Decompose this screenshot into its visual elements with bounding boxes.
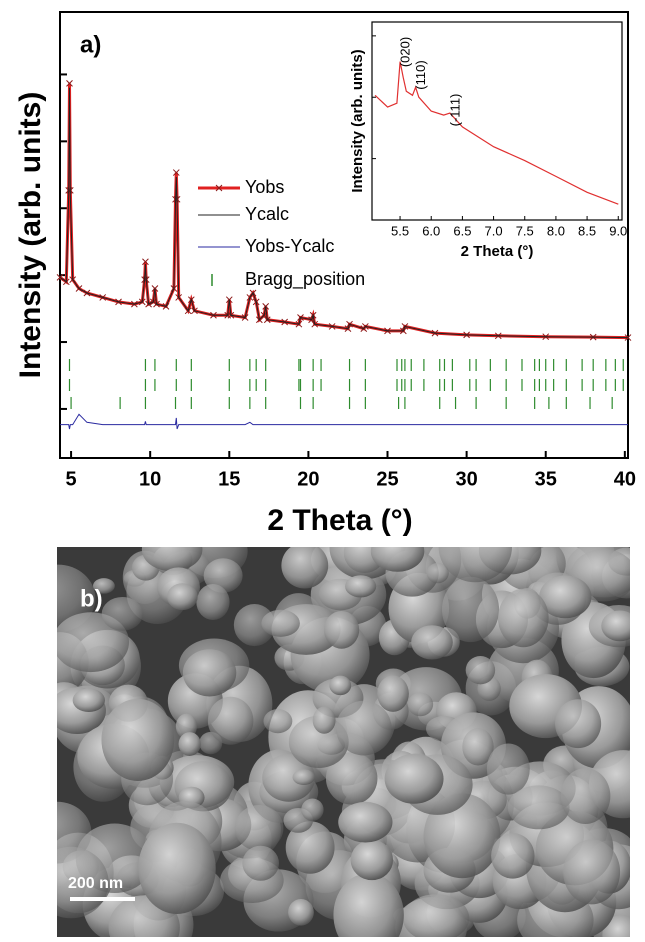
inset-frame: [371, 21, 623, 221]
grain: [178, 732, 201, 756]
data-line: [60, 413, 628, 430]
x-tick-label: 6.5: [453, 223, 471, 238]
x-tick-label: 5.5: [391, 223, 409, 238]
grain: [292, 769, 315, 786]
grain: [166, 583, 198, 611]
grain: [338, 801, 393, 843]
marker: [66, 80, 73, 87]
grain: [141, 547, 203, 572]
grain: [93, 578, 115, 594]
grain: [323, 610, 360, 649]
inset-x-label: 2 Theta (°): [461, 243, 534, 260]
grain: [281, 547, 329, 589]
x-tick-label: 7.5: [516, 223, 534, 238]
legend-label: Bragg_position: [245, 269, 365, 290]
x-tick-label: 6.0: [422, 223, 440, 238]
marker: [172, 169, 180, 176]
grain: [234, 804, 284, 851]
grain: [402, 894, 470, 937]
inset-y-label: Intensity (arb. units): [349, 49, 366, 192]
grain: [563, 839, 621, 905]
x-axis-label: 2 Theta (°): [267, 504, 412, 537]
legend-label: Yobs: [245, 177, 284, 197]
grain: [138, 822, 216, 914]
grain: [288, 715, 349, 769]
grain: [407, 692, 434, 717]
data-line: [374, 61, 619, 205]
x-tick-label: 25: [376, 468, 398, 490]
grain: [345, 575, 377, 598]
data-line: [59, 87, 629, 339]
legend-label: Yobs-Ycalc: [245, 236, 334, 256]
scale-bar-label: 200 nm: [68, 875, 123, 892]
grain: [72, 688, 105, 713]
main-frame: [59, 11, 629, 459]
sem-image: [57, 547, 630, 937]
x-tick-label: 20: [297, 468, 319, 490]
grain: [196, 584, 230, 621]
x-tick-label: 8.5: [578, 223, 596, 238]
x-tick-label: 8.0: [547, 223, 565, 238]
grain: [441, 576, 500, 643]
grain: [242, 845, 279, 881]
grain: [261, 609, 300, 637]
y-axis-label: Intensity (arb. units): [14, 92, 47, 379]
annotation: (110): [413, 60, 428, 89]
grain: [462, 728, 494, 766]
grain: [438, 547, 512, 583]
x-tick-label: 5: [66, 468, 77, 490]
grain: [233, 604, 276, 647]
grain: [384, 753, 444, 804]
grain: [539, 575, 592, 619]
grain: [301, 798, 324, 821]
grain: [486, 743, 530, 795]
legend-label: Ycalc: [245, 204, 289, 224]
annotation: (020): [397, 37, 412, 67]
grain: [101, 597, 143, 631]
grain: [329, 675, 352, 696]
annotation: (-111): [447, 94, 462, 127]
panel-label: b): [80, 585, 103, 612]
grain: [555, 699, 602, 749]
x-tick-label: 30: [455, 468, 477, 490]
x-tick-label: 15: [218, 468, 240, 490]
grain: [312, 706, 336, 734]
grain: [370, 547, 425, 572]
x-tick-label: 7.0: [485, 223, 503, 238]
panel-label: a): [80, 31, 101, 58]
grain: [560, 768, 611, 824]
grain: [262, 754, 316, 802]
grain: [411, 625, 453, 660]
grain: [285, 821, 335, 874]
grain: [426, 562, 449, 584]
x-tick-label: 10: [139, 468, 161, 490]
x-tick-label: 40: [614, 468, 636, 490]
grain: [498, 588, 549, 648]
grain: [377, 675, 409, 712]
grain: [325, 752, 378, 805]
grain: [182, 649, 237, 697]
x-tick-label: 35: [535, 468, 557, 490]
grain: [101, 698, 175, 781]
legend-marker: [215, 184, 223, 192]
grain: [333, 873, 404, 937]
grain: [288, 899, 314, 926]
x-tick-label: 9.0: [609, 223, 627, 238]
grain: [335, 700, 392, 756]
marker: [142, 258, 149, 266]
grain: [465, 655, 496, 685]
grain: [207, 696, 254, 745]
grain: [491, 833, 535, 879]
grain: [601, 610, 630, 642]
grain: [507, 785, 570, 830]
grain: [350, 839, 394, 881]
grain: [263, 709, 293, 734]
